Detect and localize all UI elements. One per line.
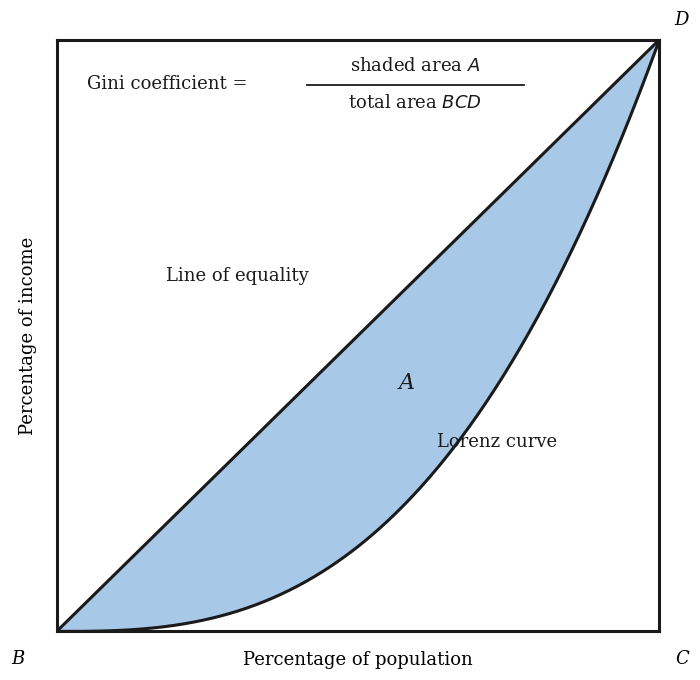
X-axis label: Percentage of population: Percentage of population — [243, 651, 473, 669]
Y-axis label: Percentage of income: Percentage of income — [19, 237, 37, 435]
Text: Gini coefficient =: Gini coefficient = — [87, 75, 253, 93]
Text: Lorenz curve: Lorenz curve — [437, 433, 556, 451]
Text: total area $\mathit{BCD}$: total area $\mathit{BCD}$ — [349, 94, 482, 112]
Text: shaded area $\mathit{A}$: shaded area $\mathit{A}$ — [350, 57, 481, 75]
Text: A: A — [398, 372, 414, 394]
Text: C: C — [675, 650, 689, 668]
Text: B: B — [11, 650, 25, 668]
Text: Line of equality: Line of equality — [166, 267, 309, 286]
Text: D: D — [675, 11, 689, 29]
Polygon shape — [57, 39, 659, 632]
